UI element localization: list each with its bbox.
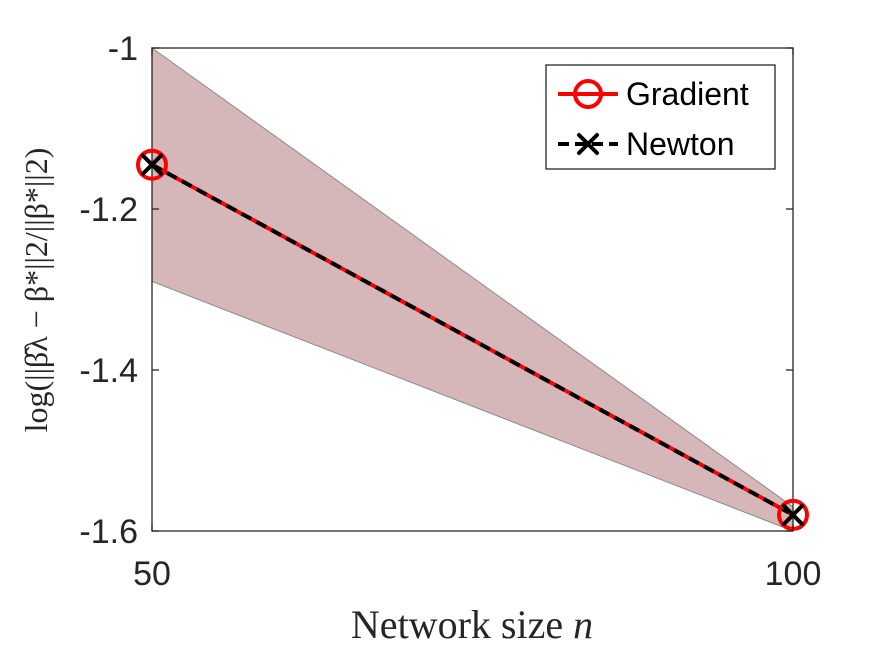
axes-frame-layer xyxy=(151,47,794,532)
x-tick-label: 50 xyxy=(133,555,171,593)
legend-gradient-label: Gradient xyxy=(626,76,749,112)
newton-series-line xyxy=(151,162,794,517)
x-axis-label: Network size n xyxy=(351,602,593,647)
x-tick-label: 100 xyxy=(765,555,822,593)
tick-layer: -1 -1.2 -1.4 -1.6 50 100 xyxy=(79,30,821,593)
axes-box xyxy=(151,47,794,532)
y-tick-label: -1.6 xyxy=(79,513,138,551)
legend: Gradient Newton xyxy=(545,64,776,170)
y-axis-label: log(||β̂λ − β*||2/||β*||2) xyxy=(18,148,54,433)
x-axis-label-variable: n xyxy=(573,602,593,647)
newton-point-marker xyxy=(782,503,804,526)
newton-point-marker xyxy=(141,153,163,176)
legend-gradient-marker xyxy=(573,79,603,109)
legend-newton-label: Newton xyxy=(626,126,735,162)
y-tick-label: -1.4 xyxy=(79,352,138,390)
series-layer xyxy=(136,148,809,531)
y-tick-label: -1 xyxy=(108,30,138,68)
legend-newton-marker xyxy=(577,133,599,155)
y-tick-label: -1.2 xyxy=(79,191,138,229)
gradient-point-marker xyxy=(136,148,168,181)
x-axis-label-text: Network size xyxy=(351,602,573,647)
